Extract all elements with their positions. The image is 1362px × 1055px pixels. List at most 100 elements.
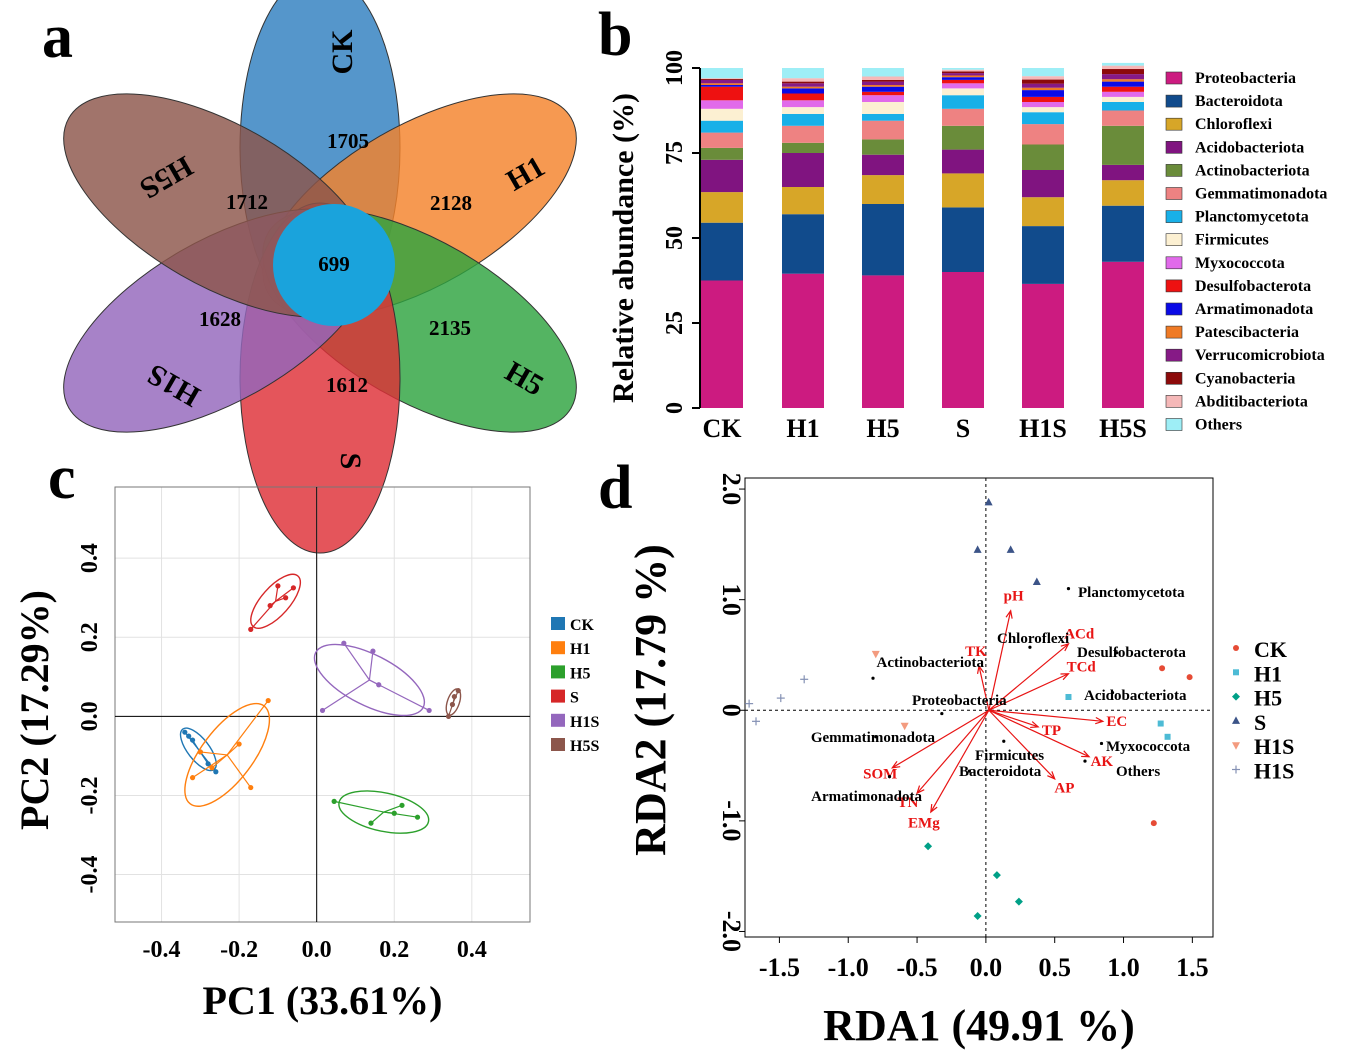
legend-swatch-armatimonadota bbox=[1165, 302, 1183, 316]
pca-legend-label-h1: H1 bbox=[570, 641, 590, 658]
bar-segment-h1-bacteroidota bbox=[782, 214, 824, 274]
rda-taxon-label-actinobacteriota: Actinobacteriota bbox=[877, 655, 985, 671]
legend-label-cyanobacteria: Cyanobacteria bbox=[1195, 370, 1295, 387]
bar-segment-h5s-abditibacteriota bbox=[1102, 65, 1144, 70]
pca-y-tick-label: -0.2 bbox=[77, 776, 103, 814]
pca-point-h1 bbox=[209, 765, 215, 771]
bar-segment-h1s-bacteroidota bbox=[1022, 226, 1064, 284]
legend-swatch-firmicutes bbox=[1165, 233, 1183, 246]
venn-count-ck: 1705 bbox=[327, 129, 369, 153]
bar-segment-h5-firmicutes bbox=[862, 102, 904, 114]
bar-segment-s-desulfobacterota bbox=[942, 79, 984, 84]
bar-segment-h1s-chloroflexi bbox=[1022, 197, 1064, 227]
bar-segment-s-firmicutes bbox=[942, 88, 984, 96]
bar-segment-h1-abditibacteriota bbox=[782, 78, 824, 82]
legend-swatch-chloroflexi bbox=[1165, 117, 1183, 131]
panel-label-a: a bbox=[42, 3, 73, 71]
rda-point-h1s-4 bbox=[871, 650, 880, 659]
pca-x-tick-label: 0.0 bbox=[302, 937, 332, 963]
bar-segment-h1s-actinobacteriota bbox=[1022, 144, 1064, 170]
venn-count-s: 1612 bbox=[326, 373, 368, 397]
rda-legend-marker-ck-0 bbox=[1233, 645, 1239, 651]
rda-point-s-3 bbox=[984, 497, 993, 506]
pca-legend-swatch-h1 bbox=[551, 641, 565, 655]
rda-arrowhead-acd bbox=[1060, 642, 1070, 652]
bar-segment-ck-proteobacteria bbox=[701, 280, 743, 408]
bar-segment-ck-cyanobacteria bbox=[701, 78, 743, 80]
rda-vector-label-tp: TP bbox=[1042, 723, 1061, 739]
rda-point-ck-0 bbox=[1186, 674, 1193, 681]
legend-label-desulfobacterota: Desulfobacterota bbox=[1195, 278, 1311, 295]
legend-swatch-others bbox=[1165, 418, 1183, 431]
bar-segment-s-patescibacteria bbox=[942, 75, 984, 78]
bar-segment-h1s-proteobacteria bbox=[1022, 283, 1064, 408]
pca-point-s bbox=[267, 603, 273, 609]
rda-x-tick-label: -1.0 bbox=[828, 953, 869, 982]
pca-spoke-h1 bbox=[226, 754, 252, 788]
pca-point-ck bbox=[186, 733, 192, 739]
rda-legend-label-h1s-5: H1S bbox=[1254, 759, 1294, 784]
bar-segment-h5s-myxococcota bbox=[1102, 91, 1144, 97]
rda-vector-ak bbox=[988, 709, 1090, 758]
bar-segment-s-verrucomicrobiota bbox=[942, 73, 984, 76]
pca-point-h1s bbox=[376, 682, 382, 688]
rda-taxon-point-bacteroidota bbox=[967, 769, 971, 773]
rda-x-axis-title: RDA1 (49.91 %) bbox=[823, 1001, 1135, 1050]
rda-legend-marker-h1s-5 bbox=[1232, 765, 1240, 774]
bar-segment-h1-actinobacteriota bbox=[782, 142, 824, 153]
rda-x-tick-label: 1.5 bbox=[1176, 953, 1209, 982]
bar-segment-h5s-proteobacteria bbox=[1102, 261, 1144, 408]
bar-y-tick-label: 100 bbox=[662, 50, 688, 86]
bar-segment-s-proteobacteria bbox=[942, 272, 984, 408]
bar-x-tick-label-ck: CK bbox=[703, 414, 743, 443]
bar-segment-h1s-cyanobacteria bbox=[1022, 79, 1064, 84]
bar-segment-s-others bbox=[942, 68, 984, 70]
legend-swatch-actinobacteriota bbox=[1165, 164, 1183, 177]
legend-swatch-gemmatimonadota bbox=[1165, 187, 1183, 200]
pca-y-tick-label: 0.0 bbox=[77, 701, 103, 731]
bar-x-tick-label-h1: H1 bbox=[786, 414, 819, 443]
bar-segment-ck-verrucomicrobiota bbox=[701, 79, 743, 84]
bar-segment-h5-cyanobacteria bbox=[862, 79, 904, 82]
panel-label-b: b bbox=[598, 1, 632, 69]
legend-swatch-planctomycetota bbox=[1165, 210, 1183, 223]
rda-arrowhead-ec bbox=[1095, 716, 1105, 725]
venn-core-count: 699 bbox=[318, 252, 350, 276]
venn-label-ck: CK bbox=[326, 29, 359, 75]
rda-arrowhead-tp bbox=[1030, 721, 1040, 729]
pca-legend-swatch-h1s bbox=[551, 713, 565, 727]
rda-point-h1s-5 bbox=[776, 694, 785, 703]
pca-spoke-s bbox=[275, 587, 294, 602]
pca-point-s bbox=[290, 585, 297, 591]
rda-y-tick-label: -2.0 bbox=[717, 911, 746, 952]
rda-vector-label-ak: AK bbox=[1091, 754, 1114, 770]
bar-segment-h1s-desulfobacterota bbox=[1022, 96, 1064, 102]
bar-segment-ck-desulfobacterota bbox=[701, 86, 743, 101]
bar-segment-ck-myxococcota bbox=[701, 100, 743, 109]
rda-taxon-label-myxococcota: Myxococcota bbox=[1106, 739, 1191, 755]
legend-label-myxococcota: Myxococcota bbox=[1195, 255, 1285, 272]
rda-taxon-point-chloroflexi bbox=[1028, 645, 1032, 649]
bar-segment-h5s-patescibacteria bbox=[1102, 79, 1144, 82]
bar-y-tick-label: 50 bbox=[662, 226, 688, 250]
pca-point-h1s bbox=[319, 707, 326, 714]
pca-frame bbox=[114, 486, 531, 923]
bar-segment-h5s-gemmatimonadota bbox=[1102, 110, 1144, 126]
bar-segment-h1s-myxococcota bbox=[1022, 102, 1064, 108]
bar-segment-s-planctomycetota bbox=[942, 95, 984, 109]
bar-segment-h5-others bbox=[862, 68, 904, 77]
legend-label-armatimonadota: Armatimonadota bbox=[1195, 301, 1313, 318]
pca-spoke-h5 bbox=[334, 800, 384, 813]
rda-point-s-3 bbox=[973, 545, 982, 553]
rda-taxon-label-planctomycetota: Planctomycetota bbox=[1078, 585, 1185, 601]
pca-x-tick-label: 0.2 bbox=[379, 937, 409, 963]
rda-y-tick-label: 2.0 bbox=[717, 473, 746, 506]
bar-segment-h5s-planctomycetota bbox=[1102, 102, 1144, 111]
pca-legend-label-h1s: H1S bbox=[570, 714, 599, 731]
rda-point-h5-2 bbox=[973, 911, 982, 920]
bar-segment-h5-desulfobacterota bbox=[862, 91, 904, 96]
bar-segment-h5-abditibacteriota bbox=[862, 76, 904, 80]
pca-legend-swatch-ck bbox=[551, 617, 565, 630]
